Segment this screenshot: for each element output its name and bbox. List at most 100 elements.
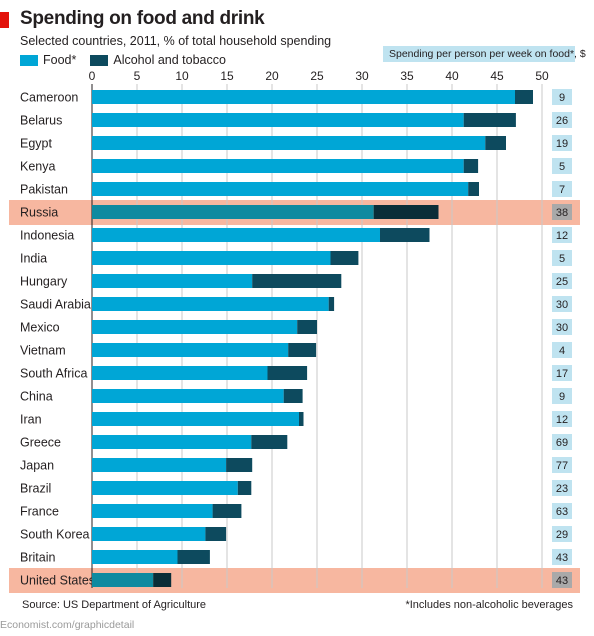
bar-alcohol-cameroon [515, 90, 533, 104]
side-box-russia [552, 204, 572, 220]
category-label-britain: Britain [20, 551, 55, 565]
side-box-hungary [552, 273, 572, 289]
category-label-mexico: Mexico [20, 321, 60, 335]
category-label-france: France [20, 505, 59, 519]
side-value-south-korea: 29 [556, 529, 568, 541]
legend-item-food: Food* [20, 53, 76, 67]
bar-alcohol-russia [373, 205, 439, 219]
legend-item-alcohol: Alcohol and tobacco [90, 53, 226, 67]
side-value-belarus: 26 [556, 115, 568, 127]
bar-alcohol-china [283, 389, 303, 403]
side-box-indonesia [552, 227, 572, 243]
footnote: *Includes non-alcoholic beverages [405, 599, 573, 611]
category-label-united-states: United States [20, 574, 95, 588]
side-value-united-states: 43 [556, 575, 568, 587]
bar-food-united-states [92, 573, 154, 587]
side-box-egypt [552, 135, 572, 151]
category-label-brazil: Brazil [20, 482, 51, 496]
category-label-indonesia: Indonesia [20, 229, 74, 243]
side-box-vietnam [552, 342, 572, 358]
x-tick-label-15: 15 [220, 69, 234, 83]
bar-alcohol-france [212, 504, 242, 518]
side-value-hungary: 25 [556, 276, 568, 288]
side-value-russia: 38 [556, 207, 568, 219]
category-label-india: India [20, 252, 47, 266]
x-tick-label-20: 20 [265, 69, 279, 83]
bar-food-russia [92, 205, 374, 219]
category-label-south-africa: South Africa [20, 367, 87, 381]
side-value-cameroon: 9 [559, 92, 565, 104]
bar-food-egypt [92, 136, 486, 150]
side-value-kenya: 5 [559, 161, 565, 173]
bar-food-india [92, 251, 331, 265]
x-tick-label-30: 30 [355, 69, 369, 83]
bar-alcohol-india [330, 251, 359, 265]
bar-alcohol-greece [251, 435, 288, 449]
bar-food-indonesia [92, 228, 380, 242]
side-box-greece [552, 434, 572, 450]
legend-label-alcohol: Alcohol and tobacco [113, 53, 226, 67]
bar-food-mexico [92, 320, 298, 334]
side-box-south-africa [552, 365, 572, 381]
side-box-cameroon [552, 89, 572, 105]
side-value-pakistan: 7 [559, 184, 565, 196]
bar-alcohol-japan [226, 458, 253, 472]
side-box-iran [552, 411, 572, 427]
bar-alcohol-egypt [485, 136, 506, 150]
x-tick-label-0: 0 [89, 69, 96, 83]
side-value-brazil: 23 [556, 483, 568, 495]
chart-subtitle: Selected countries, 2011, % of total hou… [20, 34, 332, 48]
side-value-vietnam: 4 [559, 345, 565, 357]
bar-food-hungary [92, 274, 253, 288]
legend-label-food: Food* [43, 53, 77, 67]
side-box-mexico [552, 319, 572, 335]
side-box-france [552, 503, 572, 519]
bar-alcohol-pakistan [468, 182, 479, 196]
side-column-heading: Spending per person per week on food*, $ [383, 46, 586, 62]
side-value-egypt: 19 [556, 138, 568, 150]
category-label-south-korea: South Korea [20, 528, 90, 542]
side-value-mexico: 30 [556, 322, 568, 334]
side-value-china: 9 [559, 391, 565, 403]
bar-alcohol-saudi-arabia [328, 297, 335, 311]
bar-alcohol-kenya [463, 159, 479, 173]
bar-alcohol-belarus [463, 113, 516, 127]
side-value-india: 5 [559, 253, 565, 265]
category-label-pakistan: Pakistan [20, 183, 68, 197]
x-tick-label-40: 40 [445, 69, 459, 83]
side-box-south-korea [552, 526, 572, 542]
bar-food-vietnam [92, 343, 289, 357]
side-box-britain [552, 549, 572, 565]
side-box-united-states [552, 572, 572, 588]
bar-alcohol-south-korea [205, 527, 227, 541]
side-value-indonesia: 12 [556, 230, 568, 242]
credit-link[interactable]: Economist.com/graphicdetail [0, 619, 135, 631]
category-label-cameroon: Cameroon [20, 91, 78, 105]
bar-alcohol-indonesia [380, 228, 430, 242]
side-box-saudi-arabia [552, 296, 572, 312]
x-tick-label-45: 45 [490, 69, 504, 83]
category-label-japan: Japan [20, 459, 54, 473]
title-accent-tag [0, 12, 9, 28]
bar-food-china [92, 389, 284, 403]
side-box-kenya [552, 158, 572, 174]
bar-food-brazil [92, 481, 238, 495]
bar-food-britain [92, 550, 178, 564]
side-box-brazil [552, 480, 572, 496]
bar-food-greece [92, 435, 252, 449]
side-value-iran: 12 [556, 414, 568, 426]
bar-food-japan [92, 458, 227, 472]
side-value-south-africa: 17 [556, 368, 568, 380]
bar-food-south-korea [92, 527, 206, 541]
bar-alcohol-vietnam [288, 343, 317, 357]
category-label-hungary: Hungary [20, 275, 68, 289]
bar-alcohol-britain [177, 550, 210, 564]
bar-food-cameroon [92, 90, 515, 104]
side-value-japan: 77 [556, 460, 568, 472]
bar-food-kenya [92, 159, 464, 173]
category-label-kenya: Kenya [20, 160, 55, 174]
bar-alcohol-hungary [252, 274, 342, 288]
category-label-egypt: Egypt [20, 137, 52, 151]
category-label-saudi-arabia: Saudi Arabia [20, 298, 91, 312]
